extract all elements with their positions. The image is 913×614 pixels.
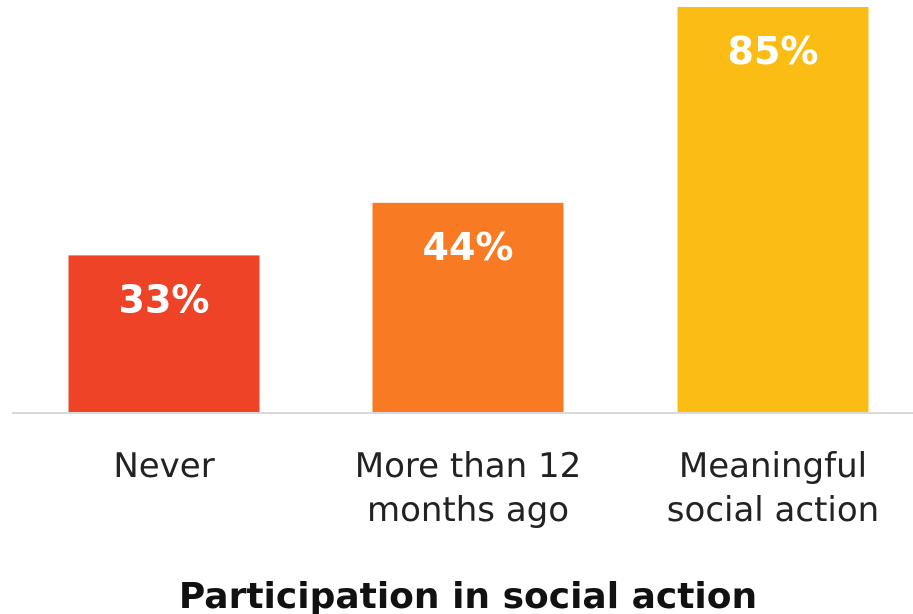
category-label-1: More than 12 months ago [355,446,581,530]
category-label-0: Never [113,446,214,486]
bar-value-label-1: 44% [423,225,514,269]
bar-value-label-2: 85% [728,29,819,73]
category-label-2-line-0: Meaningful [679,446,867,486]
x-axis-title: Participation in social action [179,576,757,614]
category-label-1-line-1: months ago [367,490,569,530]
category-labels-group: Never More than 12 months ago Meaningful soc… [113,446,879,530]
category-label-0-line-0: Never [113,446,214,486]
category-label-1-line-0: More than 12 [355,446,581,486]
category-label-2: Meaningful social action [667,446,879,530]
category-label-2-line-1: social action [667,490,879,530]
bar-value-label-0: 33% [119,277,210,321]
